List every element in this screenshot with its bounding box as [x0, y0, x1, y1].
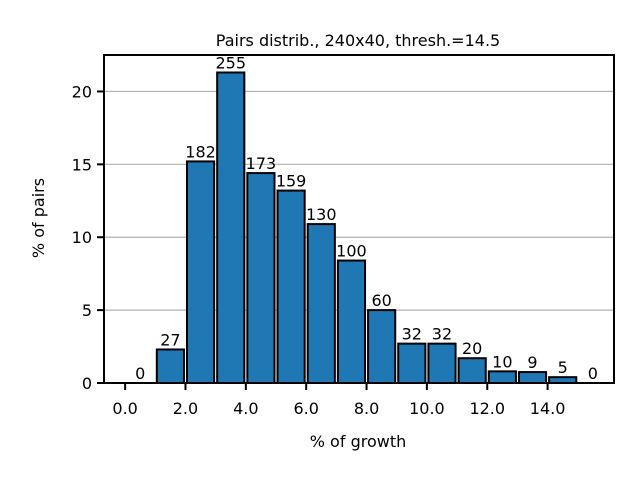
y-tick-label: 0 — [82, 374, 92, 393]
bar-value-label: 173 — [246, 154, 277, 173]
bar-value-label: 159 — [276, 172, 307, 191]
axes — [103, 54, 615, 384]
bar — [216, 71, 246, 384]
bar — [155, 348, 185, 384]
x-tick-label: 8.0 — [354, 399, 379, 418]
bar-value-label: 10 — [492, 352, 512, 371]
bar-value-label: 9 — [527, 353, 537, 372]
x-tick-label: 14.0 — [530, 399, 566, 418]
bar — [427, 342, 457, 385]
x-axis-label: % of growth — [310, 432, 406, 451]
x-tick-label: 10.0 — [409, 399, 445, 418]
y-axis-label: % of pairs — [29, 178, 48, 258]
bar-value-label: 32 — [402, 325, 422, 344]
bar — [487, 370, 517, 384]
bar — [276, 189, 306, 384]
bar-value-label: 20 — [462, 339, 482, 358]
bar-value-label: 100 — [336, 242, 367, 261]
bar-value-label: 0 — [588, 364, 598, 383]
bar — [457, 357, 487, 384]
bar-value-label: 5 — [558, 358, 568, 377]
bar-value-label: 130 — [306, 205, 337, 224]
bar — [246, 172, 276, 384]
x-tick-label: 2.0 — [173, 399, 198, 418]
y-tick-label: 5 — [82, 301, 92, 320]
bar — [336, 259, 367, 384]
bar-value-label: 60 — [371, 291, 391, 310]
bar-value-label: 32 — [432, 325, 452, 344]
bar — [185, 160, 216, 384]
bar-value-label: 27 — [160, 330, 180, 349]
bar — [306, 223, 336, 384]
x-tick-label: 12.0 — [469, 399, 505, 418]
chart-title: Pairs distrib., 240x40, thresh.=14.5 — [216, 31, 500, 50]
x-tick-label: 0.0 — [112, 399, 137, 418]
bar — [517, 371, 548, 385]
bar-value-label: 255 — [215, 53, 246, 72]
bars — [155, 71, 578, 385]
x-tick-label: 6.0 — [293, 399, 318, 418]
bar — [397, 342, 427, 385]
plot-frame — [103, 54, 615, 384]
bar-value-label: 0 — [135, 364, 145, 383]
bar — [367, 309, 397, 384]
y-tick-label: 15 — [72, 155, 92, 174]
y-tick-label: 20 — [72, 82, 92, 101]
x-tick-label: 4.0 — [233, 399, 258, 418]
ticks: 0.0 2.0 4.0 6.0 8.0 10.0 12.0 14.0 0 5 10 15 20 — [72, 82, 566, 418]
bar-value-label: 182 — [185, 142, 216, 161]
y-tick-label: 10 — [72, 228, 92, 247]
